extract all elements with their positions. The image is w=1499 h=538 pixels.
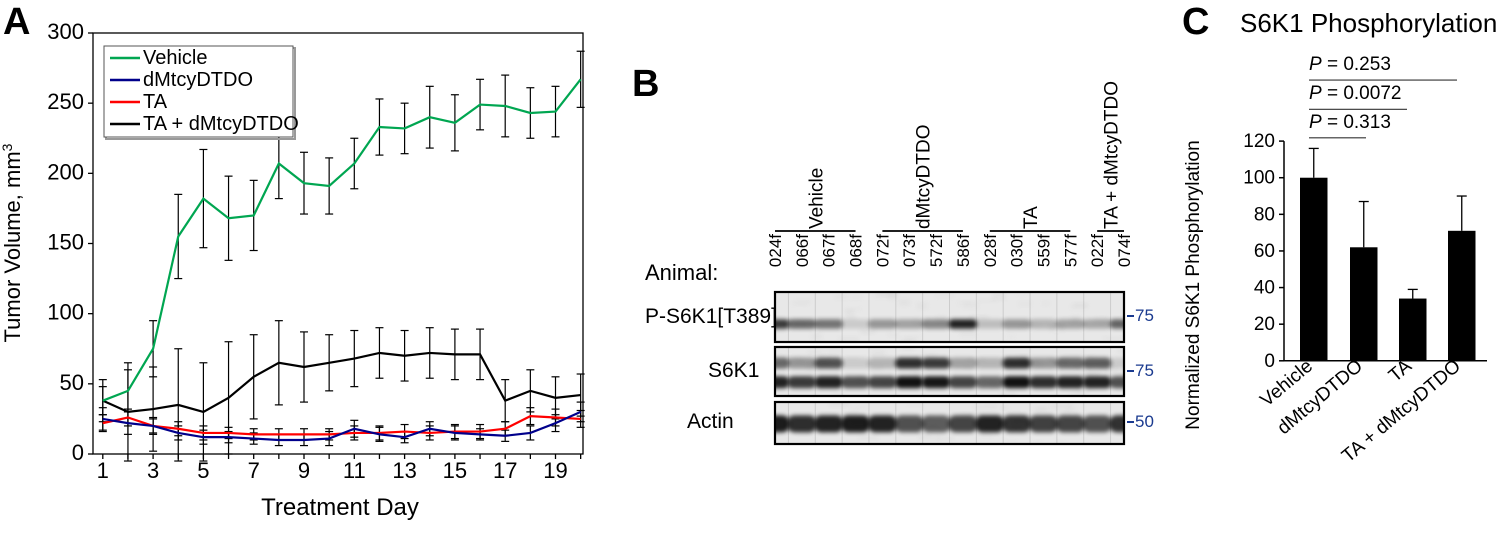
svg-text:559f: 559f (1034, 234, 1053, 267)
svg-text:Animal:: Animal: (645, 260, 718, 285)
svg-text:067f: 067f (820, 234, 839, 267)
svg-text:1: 1 (97, 458, 109, 483)
svg-text:B: B (632, 63, 659, 105)
svg-text:50: 50 (1135, 412, 1154, 431)
svg-text:7: 7 (248, 458, 260, 483)
svg-text:50: 50 (60, 370, 84, 395)
svg-text:0: 0 (1264, 351, 1275, 372)
svg-text:Normalized S6K1 Phosphorylatio: Normalized S6K1 Phosphorylation (1183, 140, 1204, 429)
svg-text:dMtcyDTDO: dMtcyDTDO (914, 125, 935, 230)
svg-text:S6K1: S6K1 (708, 359, 759, 382)
svg-text:Tumor Volume, mm3: Tumor Volume, mm3 (0, 143, 25, 342)
svg-text:150: 150 (47, 230, 84, 255)
svg-text:13: 13 (392, 458, 416, 483)
svg-text:S6K1 Phosphorylation: S6K1 Phosphorylation (1240, 8, 1497, 38)
svg-text:022f: 022f (1088, 234, 1107, 267)
svg-text:3: 3 (147, 458, 159, 483)
svg-text:P = 0.313: P = 0.313 (1309, 112, 1391, 133)
svg-text:TA + dMtcyDTDO: TA + dMtcyDTDO (1102, 81, 1123, 229)
svg-text:024f: 024f (766, 234, 785, 267)
svg-text:200: 200 (47, 159, 84, 184)
svg-text:250: 250 (47, 89, 84, 114)
svg-text:40: 40 (1254, 278, 1275, 299)
svg-text:572f: 572f (927, 234, 946, 267)
svg-text:TA: TA (1021, 206, 1042, 229)
svg-text:TA + dMtcyDTDO: TA + dMtcyDTDO (143, 113, 299, 135)
svg-text:5: 5 (197, 458, 209, 483)
svg-text:068f: 068f (847, 234, 866, 267)
svg-text:577f: 577f (1061, 234, 1080, 267)
svg-text:100: 100 (47, 300, 84, 325)
svg-text:19: 19 (543, 458, 567, 483)
svg-text:11: 11 (343, 458, 366, 483)
svg-text:072f: 072f (873, 234, 892, 267)
svg-text:60: 60 (1254, 241, 1275, 262)
svg-text:P = 0.253: P = 0.253 (1309, 54, 1391, 75)
svg-text:9: 9 (298, 458, 310, 483)
svg-text:028f: 028f (981, 234, 1000, 267)
svg-text:030f: 030f (1008, 234, 1027, 267)
svg-text:0: 0 (72, 440, 84, 465)
svg-text:Vehicle: Vehicle (806, 168, 827, 229)
svg-text:066f: 066f (793, 234, 812, 267)
svg-text:P-S6K1[T389]: P-S6K1[T389] (645, 305, 777, 328)
svg-text:75: 75 (1135, 361, 1154, 380)
svg-text:75: 75 (1135, 306, 1154, 325)
svg-text:Vehicle: Vehicle (143, 47, 208, 69)
svg-text:074f: 074f (1115, 234, 1134, 267)
svg-text:20: 20 (1254, 314, 1275, 335)
svg-text:300: 300 (47, 19, 84, 44)
svg-text:P = 0.0072: P = 0.0072 (1309, 83, 1401, 104)
svg-text:80: 80 (1254, 204, 1275, 225)
svg-text:C: C (1182, 1, 1209, 43)
svg-text:17: 17 (493, 458, 517, 483)
svg-text:Actin: Actin (687, 410, 734, 433)
svg-text:073f: 073f (900, 234, 919, 267)
svg-text:TA: TA (143, 91, 168, 113)
svg-text:100: 100 (1243, 168, 1275, 189)
svg-text:Treatment Day: Treatment Day (261, 494, 419, 521)
svg-text:120: 120 (1243, 131, 1275, 152)
svg-text:586f: 586f (954, 234, 973, 267)
svg-text:A: A (3, 1, 30, 43)
svg-text:dMtcyDTDO: dMtcyDTDO (143, 69, 253, 91)
svg-text:15: 15 (443, 458, 467, 483)
